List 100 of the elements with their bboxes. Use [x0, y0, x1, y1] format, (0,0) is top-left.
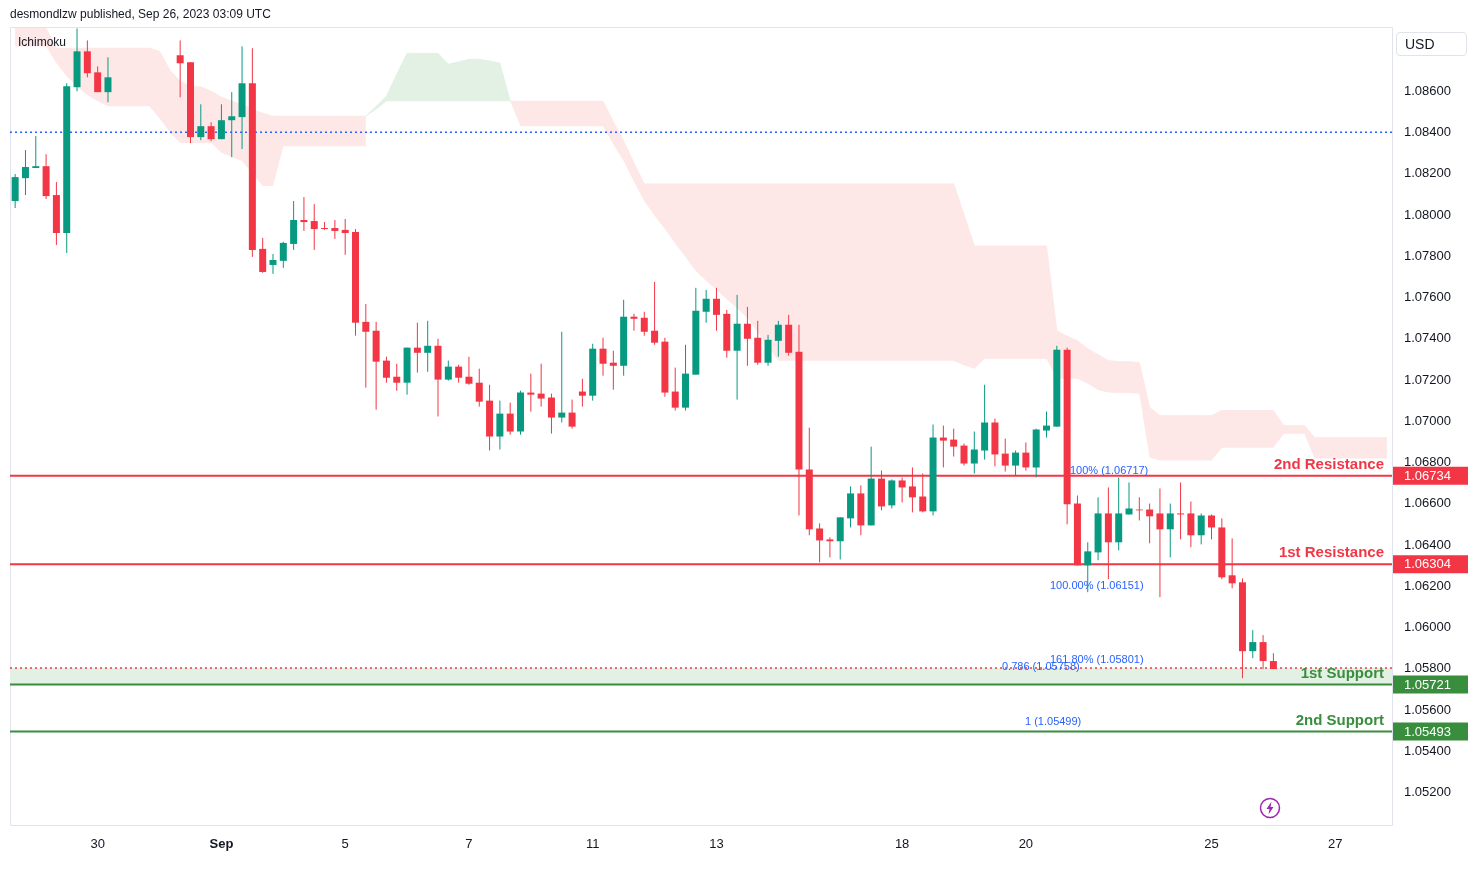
chart-title: desmondlzw published, Sep 26, 2023 03:09 UTC [10, 7, 271, 21]
candlestick [939, 425, 947, 468]
y-tick-label: 1.07200 [1404, 371, 1451, 387]
candlestick [1187, 500, 1195, 548]
y-tick-label: 1.07000 [1404, 412, 1451, 428]
candlestick [465, 356, 473, 386]
y-tick-label: 1.06200 [1404, 577, 1451, 593]
candlestick [1177, 482, 1185, 540]
y-tick-label: 1.06304 [1404, 556, 1451, 572]
y-tick-label: 1.06600 [1404, 495, 1451, 511]
candlestick [197, 103, 205, 141]
x-tick-label: 7 [465, 835, 473, 851]
candlestick [290, 200, 298, 251]
candlestick [1166, 503, 1174, 558]
candlestick [217, 103, 225, 140]
candlestick [630, 313, 638, 332]
candlestick [362, 303, 370, 389]
y-tick-label: 1.05400 [1404, 742, 1451, 758]
y-tick-label: 1.08400 [1404, 124, 1451, 140]
y-tick-label: 1.08000 [1404, 206, 1451, 222]
y-tick-label: 1.05600 [1404, 701, 1451, 717]
y-tick-label: 1.08200 [1404, 165, 1451, 181]
candlestick [228, 91, 236, 158]
candlestick [712, 287, 720, 332]
candlestick [104, 56, 112, 103]
y-tick-label: 1.05200 [1404, 784, 1451, 800]
candlestick [279, 241, 287, 269]
candlestick [506, 402, 514, 436]
candlestick [558, 331, 566, 423]
candlestick [475, 368, 483, 408]
candlestick [764, 334, 772, 367]
text: USD [1396, 32, 1467, 56]
x-tick-label: 11 [585, 835, 600, 851]
candlestick [310, 203, 318, 251]
candlestick [1197, 512, 1205, 545]
candlestick [393, 363, 401, 392]
candlestick [568, 399, 576, 430]
ref-line-label: 2nd Support [1295, 710, 1384, 728]
annotation: 1 (1.05499) [1025, 715, 1082, 728]
candlestick [547, 393, 555, 435]
candlestick [341, 218, 349, 256]
x-tick-label: 25 [1204, 835, 1219, 851]
candlestick [83, 39, 91, 78]
y-tick-label: 1.07400 [1404, 330, 1451, 346]
ref-line-label: 1st Support [1300, 663, 1384, 681]
y-tick-label: 1.05493 [1404, 723, 1451, 739]
candlestick [774, 320, 782, 358]
y-tick-label: 1.06000 [1404, 619, 1451, 635]
candlestick [1249, 629, 1257, 659]
candlestick [1125, 482, 1133, 515]
candlestick [1208, 513, 1216, 540]
candlestick [207, 121, 215, 142]
candlestick [269, 253, 277, 275]
candlestick [496, 400, 504, 451]
candlestick [444, 360, 452, 382]
candlestick [300, 196, 308, 232]
y-tick-label: 1.05800 [1404, 660, 1451, 676]
candlestick [826, 536, 834, 558]
candlestick [651, 281, 659, 346]
x-tick-label: 13 [709, 835, 724, 851]
candlestick [970, 431, 978, 474]
candlestick [1001, 438, 1009, 473]
x-tick-label: Sep [209, 835, 234, 851]
annotation: Ichimoku [18, 35, 67, 49]
x-tick-label: 30 [90, 835, 105, 851]
candlestick [1012, 450, 1020, 476]
ref-line-label: 1st Resistance [1278, 543, 1384, 561]
y-tick-label: 1.07600 [1404, 289, 1451, 305]
candlestick [176, 39, 184, 98]
ref-line-label: 2nd Resistance [1273, 454, 1384, 472]
x-tick-label: 20 [1018, 835, 1034, 851]
candlestick [702, 289, 710, 324]
y-tick-label: 1.07800 [1404, 247, 1451, 263]
x-tick-label: 5 [341, 835, 349, 851]
y-tick-label: 1.06734 [1404, 467, 1451, 483]
candlestick [527, 373, 535, 413]
candlestick [259, 237, 267, 274]
candlestick [640, 311, 648, 337]
candlestick [578, 378, 586, 408]
y-tick-label: 1.06400 [1404, 536, 1451, 552]
candlestick [960, 443, 968, 467]
candlestick [599, 337, 607, 377]
candlestick [836, 516, 844, 560]
candlestick [743, 306, 751, 367]
y-tick-label: 1.08600 [1404, 82, 1451, 98]
candlestick [609, 350, 617, 391]
candlestick [537, 363, 545, 408]
candlestick [950, 428, 958, 458]
candlestick [11, 173, 19, 209]
candlestick [413, 322, 421, 374]
candlestick [1043, 411, 1050, 439]
y-tick-label: 1.06800 [1404, 454, 1451, 470]
x-tick-label: 18 [894, 835, 910, 851]
x-tick-label: 27 [1328, 835, 1343, 851]
candlestick [32, 135, 40, 169]
candlestick [382, 356, 390, 384]
candlestick [671, 367, 679, 412]
annotation: 100% (1.06717) [1070, 464, 1149, 477]
candlestick [21, 149, 29, 196]
candlestick [94, 65, 102, 93]
